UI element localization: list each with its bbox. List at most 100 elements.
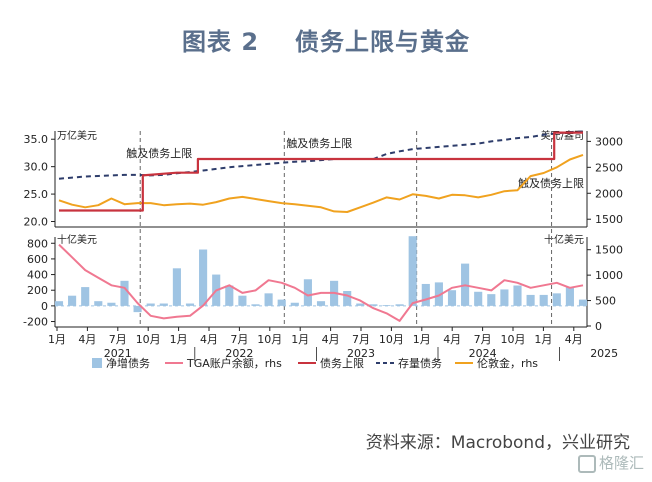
y-tick-label-right: 2500 bbox=[595, 161, 623, 174]
y-tick-label: 25.0 bbox=[24, 188, 49, 201]
net-issuance-bar bbox=[264, 293, 273, 306]
net-issuance-bar bbox=[251, 304, 260, 306]
legend-label: 债务上限 bbox=[320, 356, 364, 370]
net-issuance-bar bbox=[447, 290, 457, 306]
x-tick-label: 10月 bbox=[379, 333, 404, 346]
tga-balance-line bbox=[58, 243, 584, 322]
y-tick-label-right: 500 bbox=[595, 295, 616, 308]
figure-number: 图表 2 bbox=[181, 28, 260, 56]
y-tick-label-right: 1000 bbox=[595, 269, 623, 282]
x-tick-label: 4月 bbox=[565, 333, 583, 346]
net-issuance-bar bbox=[120, 280, 129, 306]
net-issuance-bar bbox=[421, 283, 430, 306]
net-issuance-bar bbox=[526, 294, 535, 306]
net-issuance-bar bbox=[356, 303, 365, 306]
x-year-label: 2024 bbox=[469, 347, 497, 360]
y-tick-label: 200 bbox=[27, 284, 48, 297]
x-tick-label: 4月 bbox=[443, 333, 461, 346]
net-issuance-bar bbox=[199, 249, 208, 306]
x-tick-label: 10月 bbox=[136, 333, 161, 346]
legend-swatch-bar bbox=[92, 358, 102, 368]
legend-label: 伦敦金，rhs bbox=[477, 356, 538, 370]
net-issuance-bar bbox=[238, 295, 247, 306]
legend-label: 净增债务 bbox=[106, 356, 150, 370]
y-tick-label-right: 1500 bbox=[595, 244, 623, 257]
net-issuance-bar bbox=[539, 294, 548, 306]
x-tick-label: 7月 bbox=[474, 333, 492, 346]
gold-price-line bbox=[58, 153, 584, 213]
figure-title: 债务上限与黄金 bbox=[295, 28, 471, 56]
y-tick-label-right: 1500 bbox=[595, 213, 623, 226]
y-tick-label: 600 bbox=[27, 253, 48, 266]
y-tick-label-right: 2000 bbox=[595, 187, 623, 200]
y-tick-label: 30.0 bbox=[24, 161, 49, 174]
x-tick-label: 1月 bbox=[48, 333, 66, 346]
net-issuance-bar bbox=[513, 285, 522, 306]
x-tick-label: 7月 bbox=[230, 333, 248, 346]
x-tick-label: 4月 bbox=[200, 333, 218, 346]
y-tick-label: 35.0 bbox=[24, 133, 49, 146]
source-note: 资料来源：Macrobond，兴业研究 bbox=[365, 433, 630, 453]
net-issuance-bar bbox=[81, 287, 90, 306]
y-tick-label: -200 bbox=[23, 316, 48, 329]
net-issuance-bar bbox=[369, 304, 378, 306]
x-tick-label: 7月 bbox=[352, 333, 370, 346]
annotation-debt-limit: 触及债务上限 bbox=[126, 146, 192, 160]
debt-limit-line bbox=[59, 131, 583, 212]
net-issuance-bar bbox=[565, 287, 574, 306]
x-tick-label: 10月 bbox=[501, 333, 526, 346]
x-year-label: 2025 bbox=[590, 347, 618, 360]
x-tick-label: 1月 bbox=[413, 333, 431, 346]
net-issuance-bar bbox=[54, 301, 64, 306]
y-unit-left: 万亿美元 bbox=[57, 129, 97, 142]
net-issuance-bar bbox=[552, 293, 561, 306]
x-year-label: 2023 bbox=[347, 347, 375, 360]
annotation-debt-limit: 触及债务上限 bbox=[518, 176, 584, 190]
y-unit-left: 十亿美元 bbox=[57, 233, 97, 246]
net-issuance-bar bbox=[94, 301, 103, 306]
y-tick-label: 0 bbox=[41, 300, 48, 313]
x-tick-label: 1月 bbox=[534, 333, 552, 346]
net-issuance-bar bbox=[395, 304, 404, 306]
net-issuance-bar bbox=[146, 303, 155, 306]
net-issuance-bar bbox=[487, 294, 496, 306]
watermark: 格隆汇 bbox=[577, 452, 644, 473]
net-issuance-bar bbox=[185, 303, 195, 306]
x-tick-label: 4月 bbox=[322, 333, 340, 346]
net-issuance-bar bbox=[277, 299, 286, 306]
y-unit-right: 十亿美元 bbox=[544, 233, 584, 246]
net-issuance-bar bbox=[500, 289, 509, 306]
y-tick-label-right: 0 bbox=[595, 320, 602, 333]
y-tick-label-right: 3000 bbox=[595, 135, 623, 148]
net-issuance-bar bbox=[133, 305, 142, 313]
x-year-label: 2022 bbox=[225, 347, 253, 360]
x-tick-label: 1月 bbox=[291, 333, 309, 346]
net-issuance-bar bbox=[290, 302, 299, 306]
chart-title: 图表 2 债务上限与黄金 bbox=[0, 22, 652, 57]
x-tick-label: 10月 bbox=[257, 333, 282, 346]
net-issuance-bar bbox=[578, 299, 588, 306]
net-issuance-bar bbox=[408, 236, 417, 306]
net-issuance-bar bbox=[225, 285, 234, 306]
x-tick-label: 4月 bbox=[78, 333, 96, 346]
net-issuance-bar bbox=[343, 291, 352, 306]
x-tick-label: 1月 bbox=[170, 333, 188, 346]
net-issuance-bar bbox=[172, 268, 181, 306]
net-issuance-bar bbox=[159, 303, 168, 306]
x-year-label: 2021 bbox=[104, 347, 132, 360]
legend-label: TGA账户余额，rhs bbox=[186, 356, 282, 370]
y-unit-right: 美元/盎司 bbox=[541, 129, 584, 142]
y-tick-label: 20.0 bbox=[24, 216, 49, 229]
net-issuance-bar bbox=[68, 295, 77, 306]
net-issuance-bar bbox=[107, 302, 116, 306]
annotation-debt-limit: 触及债务上限 bbox=[286, 136, 352, 150]
net-issuance-bar bbox=[474, 291, 483, 306]
net-issuance-bar bbox=[303, 279, 312, 306]
net-issuance-bar bbox=[434, 282, 443, 306]
legend-label: 存量债务 bbox=[398, 356, 442, 370]
x-tick-label: 7月 bbox=[109, 333, 127, 346]
y-tick-label: 800 bbox=[27, 237, 48, 250]
watermark-logo-icon bbox=[577, 454, 596, 473]
watermark-text: 格隆汇 bbox=[598, 454, 644, 472]
